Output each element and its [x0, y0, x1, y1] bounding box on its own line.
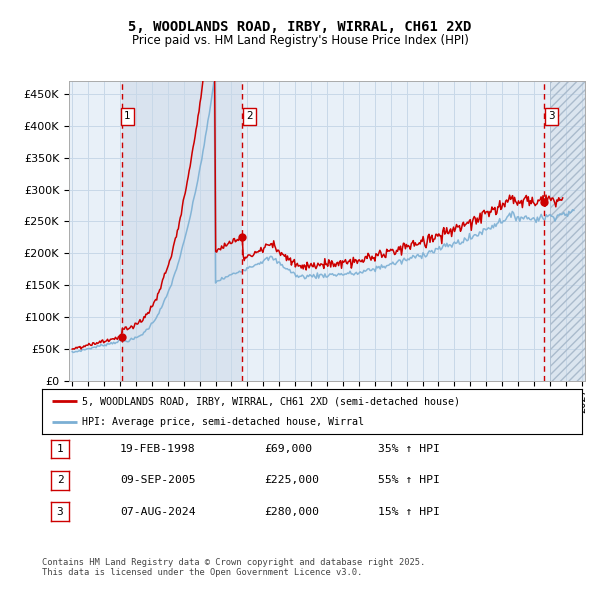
Bar [550, 81, 590, 381]
Text: Contains HM Land Registry data © Crown copyright and database right 2025.
This d: Contains HM Land Registry data © Crown c… [42, 558, 425, 577]
Text: 15% ↑ HPI: 15% ↑ HPI [378, 507, 440, 516]
Text: 2: 2 [56, 476, 64, 485]
Text: 1: 1 [124, 112, 131, 122]
Text: 35% ↑ HPI: 35% ↑ HPI [378, 444, 440, 454]
Text: Price paid vs. HM Land Registry's House Price Index (HPI): Price paid vs. HM Land Registry's House … [131, 34, 469, 47]
Text: 3: 3 [548, 112, 555, 122]
Bar [550, 81, 590, 381]
Text: 1: 1 [56, 444, 64, 454]
Text: 09-SEP-2005: 09-SEP-2005 [120, 476, 196, 485]
Text: 3: 3 [56, 507, 64, 516]
Text: 2: 2 [246, 112, 253, 122]
Text: £69,000: £69,000 [264, 444, 312, 454]
Text: 19-FEB-1998: 19-FEB-1998 [120, 444, 196, 454]
Text: £225,000: £225,000 [264, 476, 319, 485]
Text: 55% ↑ HPI: 55% ↑ HPI [378, 476, 440, 485]
Text: HPI: Average price, semi-detached house, Wirral: HPI: Average price, semi-detached house,… [83, 417, 365, 427]
Text: 07-AUG-2024: 07-AUG-2024 [120, 507, 196, 516]
Text: 5, WOODLANDS ROAD, IRBY, WIRRAL, CH61 2XD (semi-detached house): 5, WOODLANDS ROAD, IRBY, WIRRAL, CH61 2X… [83, 396, 461, 407]
Text: £280,000: £280,000 [264, 507, 319, 516]
Text: 5, WOODLANDS ROAD, IRBY, WIRRAL, CH61 2XD: 5, WOODLANDS ROAD, IRBY, WIRRAL, CH61 2X… [128, 19, 472, 34]
Bar [122, 81, 242, 381]
